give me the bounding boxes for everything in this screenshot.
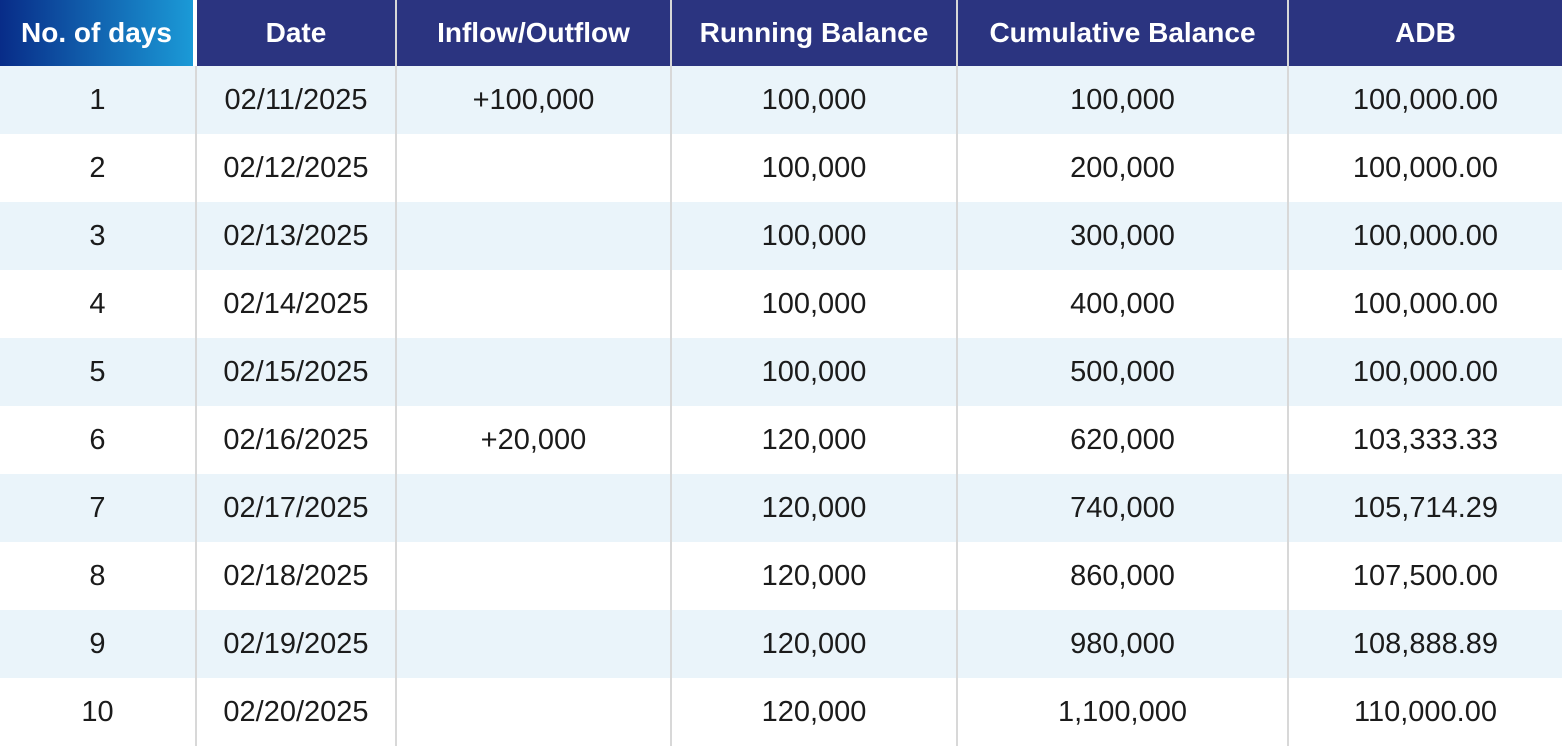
cell-inflow-outflow <box>397 202 672 270</box>
column-header-no-of-days: No. of days <box>0 0 197 66</box>
cell-running-balance: 100,000 <box>672 270 958 338</box>
cell-running-balance: 100,000 <box>672 66 958 134</box>
cell-no-of-days: 6 <box>0 406 197 474</box>
cell-adb: 110,000.00 <box>1289 678 1562 746</box>
cell-date: 02/14/2025 <box>197 270 397 338</box>
cell-date: 02/17/2025 <box>197 474 397 542</box>
table-header: No. of days Date Inflow/Outflow Running Bal… <box>0 0 1562 66</box>
cell-adb: 107,500.00 <box>1289 542 1562 610</box>
cell-inflow-outflow <box>397 474 672 542</box>
cell-no-of-days: 5 <box>0 338 197 406</box>
table-row: 2 02/12/2025 100,000 200,000 100,000.00 <box>0 134 1562 202</box>
cell-inflow-outflow: +100,000 <box>397 66 672 134</box>
cell-inflow-outflow: +20,000 <box>397 406 672 474</box>
cell-running-balance: 100,000 <box>672 134 958 202</box>
cell-adb: 100,000.00 <box>1289 338 1562 406</box>
table-row: 10 02/20/2025 120,000 1,100,000 110,000.00 <box>0 678 1562 746</box>
cell-running-balance: 120,000 <box>672 542 958 610</box>
table-row: 8 02/18/2025 120,000 860,000 107,500.00 <box>0 542 1562 610</box>
cell-cumulative-balance: 100,000 <box>958 66 1289 134</box>
cell-cumulative-balance: 860,000 <box>958 542 1289 610</box>
column-header-cumulative-balance: Cumulative Balance <box>958 0 1289 66</box>
table-row: 7 02/17/2025 120,000 740,000 105,714.29 <box>0 474 1562 542</box>
cell-no-of-days: 7 <box>0 474 197 542</box>
cell-running-balance: 120,000 <box>672 610 958 678</box>
column-header-adb: ADB <box>1289 0 1562 66</box>
table-row: 3 02/13/2025 100,000 300,000 100,000.00 <box>0 202 1562 270</box>
cell-adb: 103,333.33 <box>1289 406 1562 474</box>
cell-running-balance: 120,000 <box>672 678 958 746</box>
cell-no-of-days: 4 <box>0 270 197 338</box>
cell-adb: 100,000.00 <box>1289 202 1562 270</box>
cell-inflow-outflow <box>397 134 672 202</box>
cell-no-of-days: 9 <box>0 610 197 678</box>
cell-date: 02/13/2025 <box>197 202 397 270</box>
cell-cumulative-balance: 500,000 <box>958 338 1289 406</box>
cell-cumulative-balance: 980,000 <box>958 610 1289 678</box>
cell-adb: 108,888.89 <box>1289 610 1562 678</box>
table-body: 1 02/11/2025 +100,000 100,000 100,000 100,000… <box>0 66 1562 746</box>
cell-inflow-outflow <box>397 678 672 746</box>
cell-cumulative-balance: 200,000 <box>958 134 1289 202</box>
cell-running-balance: 120,000 <box>672 406 958 474</box>
cell-cumulative-balance: 400,000 <box>958 270 1289 338</box>
table-row: 4 02/14/2025 100,000 400,000 100,000.00 <box>0 270 1562 338</box>
cell-no-of-days: 2 <box>0 134 197 202</box>
cell-date: 02/15/2025 <box>197 338 397 406</box>
column-header-date: Date <box>197 0 397 66</box>
cell-inflow-outflow <box>397 542 672 610</box>
cell-inflow-outflow <box>397 270 672 338</box>
cell-running-balance: 120,000 <box>672 474 958 542</box>
table-row: 5 02/15/2025 100,000 500,000 100,000.00 <box>0 338 1562 406</box>
cell-no-of-days: 8 <box>0 542 197 610</box>
cell-date: 02/19/2025 <box>197 610 397 678</box>
cell-adb: 100,000.00 <box>1289 66 1562 134</box>
cell-cumulative-balance: 620,000 <box>958 406 1289 474</box>
cell-date: 02/18/2025 <box>197 542 397 610</box>
cell-date: 02/16/2025 <box>197 406 397 474</box>
table-row: 1 02/11/2025 +100,000 100,000 100,000 100,000… <box>0 66 1562 134</box>
cell-date: 02/12/2025 <box>197 134 397 202</box>
cell-no-of-days: 1 <box>0 66 197 134</box>
cell-date: 02/11/2025 <box>197 66 397 134</box>
cell-running-balance: 100,000 <box>672 202 958 270</box>
cell-adb: 100,000.00 <box>1289 270 1562 338</box>
cell-adb: 105,714.29 <box>1289 474 1562 542</box>
table-row: 6 02/16/2025 +20,000 120,000 620,000 103,333.… <box>0 406 1562 474</box>
header-row: No. of days Date Inflow/Outflow Running Bal… <box>0 0 1562 66</box>
cell-adb: 100,000.00 <box>1289 134 1562 202</box>
cell-cumulative-balance: 300,000 <box>958 202 1289 270</box>
cell-no-of-days: 3 <box>0 202 197 270</box>
column-header-running-balance: Running Balance <box>672 0 958 66</box>
cell-inflow-outflow <box>397 610 672 678</box>
cell-inflow-outflow <box>397 338 672 406</box>
cell-cumulative-balance: 740,000 <box>958 474 1289 542</box>
cell-date: 02/20/2025 <box>197 678 397 746</box>
column-header-inflow-outflow: Inflow/Outflow <box>397 0 672 66</box>
cell-cumulative-balance: 1,100,000 <box>958 678 1289 746</box>
cell-no-of-days: 10 <box>0 678 197 746</box>
cell-running-balance: 100,000 <box>672 338 958 406</box>
table-row: 9 02/19/2025 120,000 980,000 108,888.89 <box>0 610 1562 678</box>
